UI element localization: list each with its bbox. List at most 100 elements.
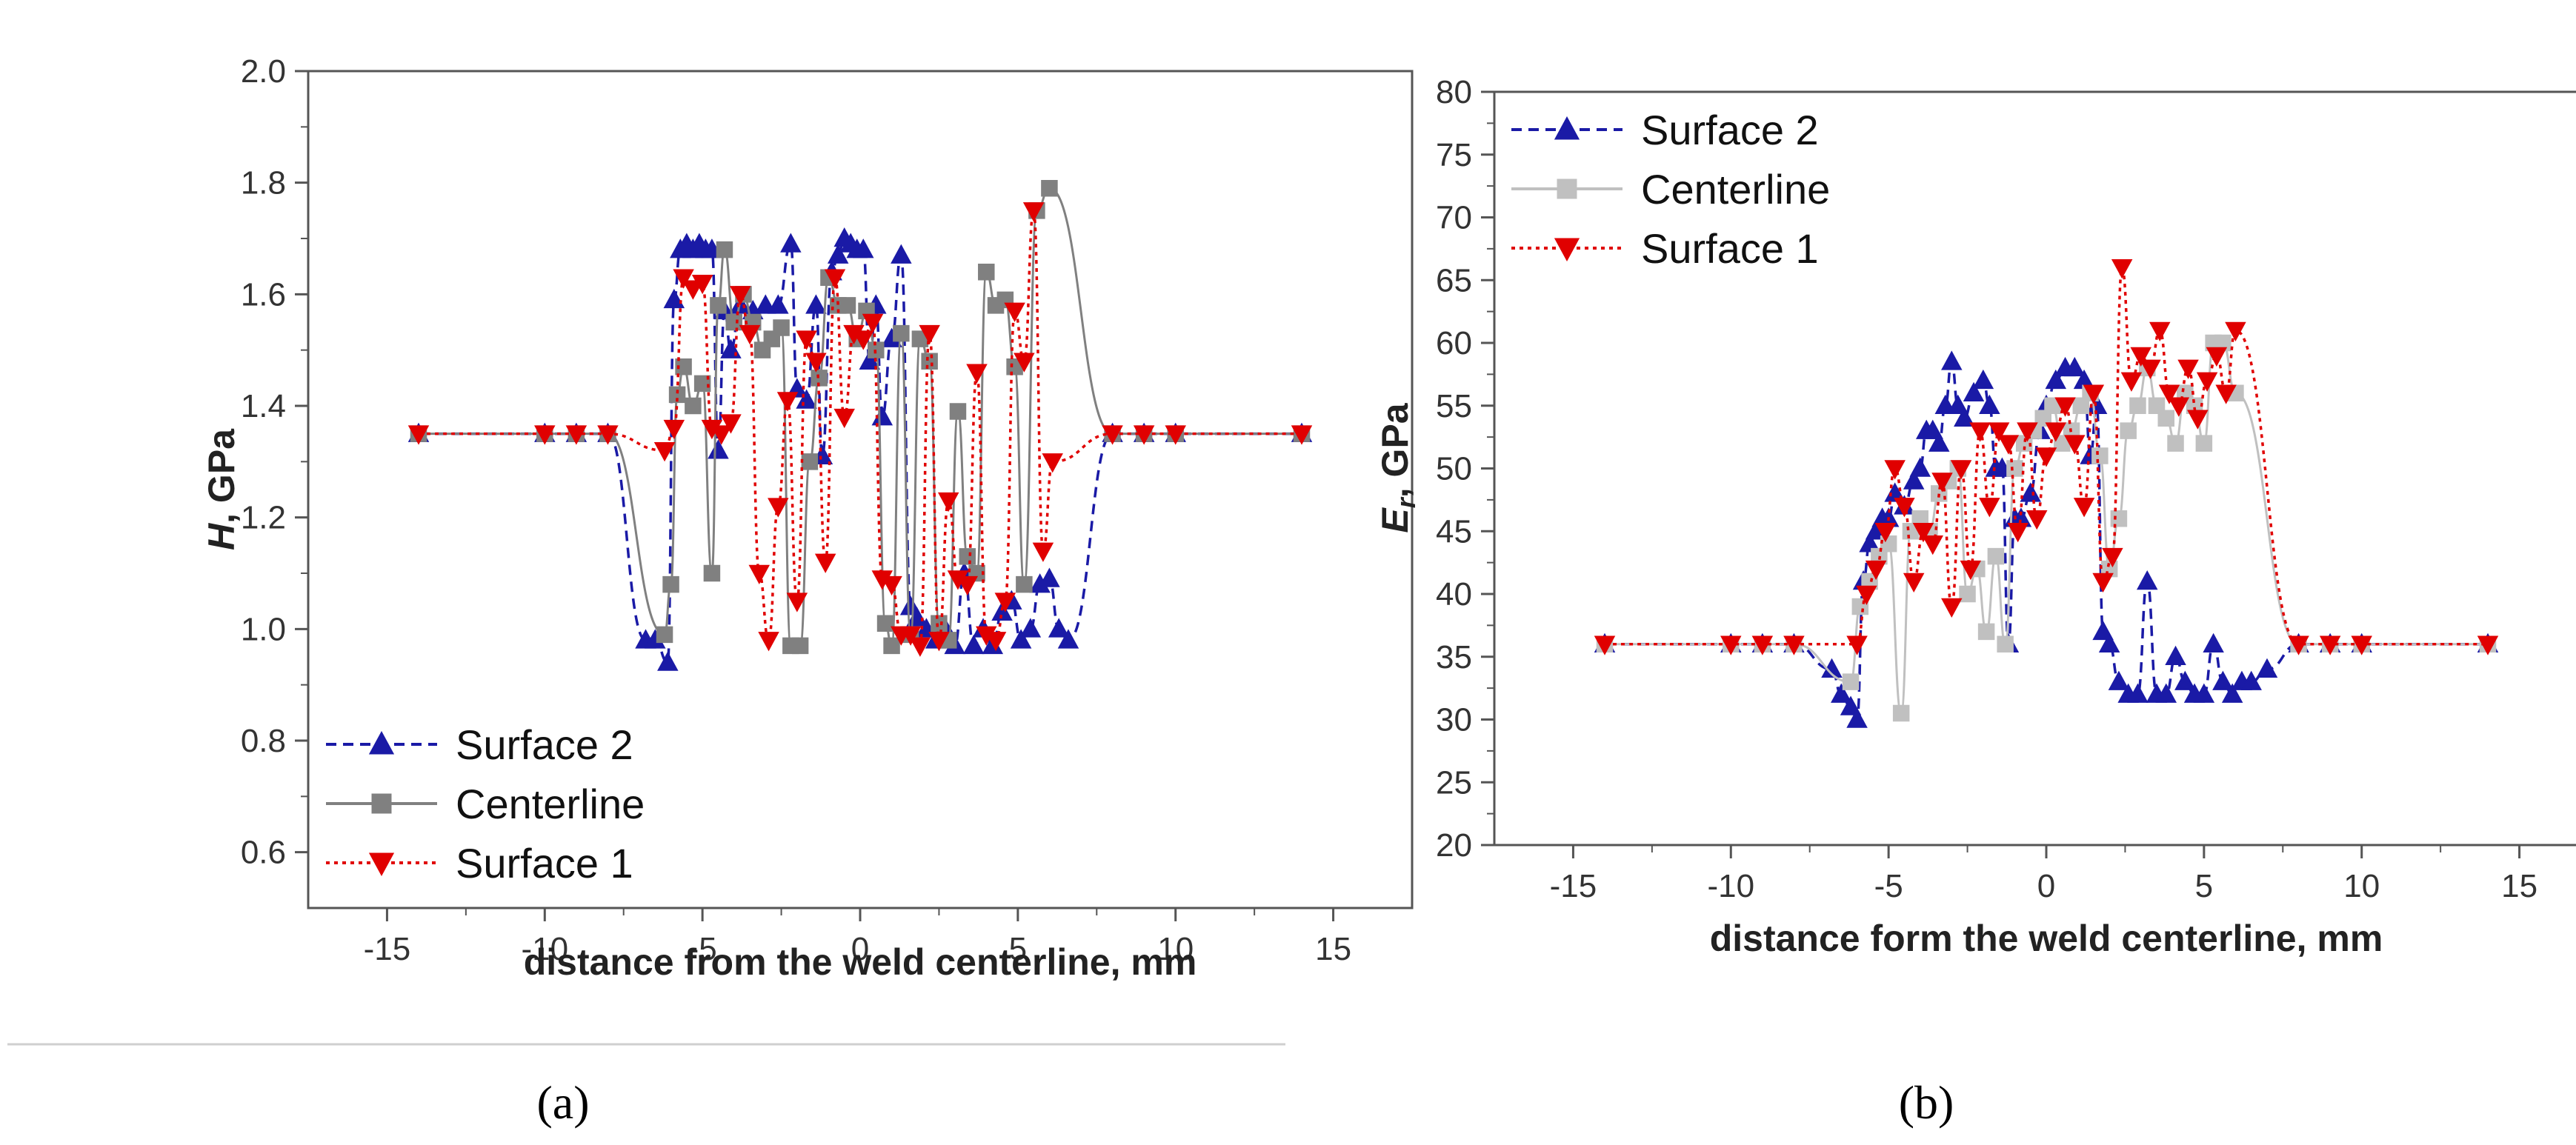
data-point-surface-2 [780,233,802,253]
data-point-surface-1 [937,492,959,513]
data-point-surface-1 [1594,635,1616,655]
data-point-surface-2 [1941,350,1963,370]
data-point-surface-2 [1859,533,1880,553]
x-tick-label-a: -15 [364,931,411,967]
x-tick-label-b: -5 [1874,868,1903,904]
data-point-surface-2 [871,406,893,426]
data-point-surface-1 [2288,635,2309,655]
y-tick-label-b: 25 [1436,764,1472,801]
data-point-surface-1 [407,425,430,445]
data-point-surface-1 [919,324,940,345]
legend-label: Centerline [456,781,645,827]
legend-label: Centerline [1641,166,1830,213]
data-point-surface-1 [653,442,676,462]
data-point-surface-2 [2212,670,2234,690]
data-point-centerline [959,548,976,565]
data-point-surface-2 [663,288,685,309]
chart-panel-b: -15 -10 -5 0 5 10 15 20 25 30 35 40 45 50 55 60 65 70 75 8… [1374,74,2576,959]
x-tick-label-b: 0 [2037,868,2055,904]
data-point-surface-1 [1912,523,1934,543]
y-axis-title-symbol-a: H [201,523,242,550]
data-point-surface-2 [2108,670,2130,690]
data-point-centerline [716,241,733,258]
data-point-centerline [2167,435,2184,452]
data-point-surface-1 [1941,598,1963,618]
x-axis-b: -15 -10 -5 0 5 10 15 [1550,845,2537,904]
x-tick-label-a: 15 [1315,931,1351,967]
data-point-surface-2 [2174,670,2196,690]
data-point-surface-1 [1856,585,1877,605]
data-point-surface-1 [1133,425,1155,445]
data-point-surface-1 [1950,460,1972,480]
data-point-centerline [2157,410,2175,427]
data-point-centerline [1902,523,1920,540]
data-point-surface-2 [853,238,874,258]
x-tick-label-a: -5 [688,931,717,967]
panel-label-b: (b) [1899,1076,1954,1129]
y-tick-label-b: 75 [1436,137,1472,173]
data-point-surface-1 [1997,435,2020,455]
data-point-surface-1 [2054,397,2076,417]
legend-marker-surface-2 [1554,116,1580,140]
data-point-surface-2 [2221,683,2243,703]
data-point-surface-1 [956,575,978,596]
y-tick-label-b: 30 [1436,702,1472,738]
data-point-centerline [710,297,727,314]
data-point-surface-1 [2225,321,2246,342]
data-point-surface-1 [2073,498,2095,518]
data-point-centerline [2214,334,2231,352]
legend-marker-centerline [1557,178,1577,199]
data-point-surface-2 [645,629,666,649]
x-axis-a: -15 -10 -5 0 5 10 15 [364,908,1351,967]
series-layer-a [407,179,1313,671]
data-point-centerline [876,615,894,632]
data-point-surface-1 [2206,347,2228,367]
data-point-surface-1 [1884,460,1906,480]
data-point-surface-2 [2136,570,2158,590]
data-point-centerline [2006,460,2023,477]
y-tick-label-b: 20 [1436,827,1472,864]
data-point-surface-2 [768,294,789,314]
chart-panel-a: -15 -10 -5 0 5 10 15 0.60.81.01.21.41.61.82.0 … [201,53,1414,983]
y-tick-label-b: 35 [1436,639,1472,675]
data-point-centerline [1880,535,1897,553]
data-point-centerline [2034,410,2051,427]
data-point-centerline [791,637,809,655]
data-point-centerline [2186,397,2203,414]
data-point-surface-2 [2203,632,2224,653]
y-axis-title-symbol-b: E [1374,507,1416,533]
data-point-surface-1 [768,498,789,518]
legend-b: Surface 2 Centerline Surface 1 [1511,107,1830,272]
y-axis-b: 20 25 30 35 40 45 50 55 60 65 70 75 80 [1436,74,1494,864]
data-point-surface-1 [534,425,556,445]
data-point-surface-1 [2351,635,2372,655]
data-point-surface-1 [1165,425,1186,445]
data-point-surface-1 [1102,425,1123,445]
data-point-centerline [2054,435,2071,452]
x-tick-label-a: 10 [1157,931,1194,967]
data-point-surface-2 [2010,507,2032,527]
data-point-centerline [2195,435,2213,452]
data-point-surface-2 [1039,567,1060,587]
data-point-surface-2 [859,350,881,370]
data-point-surface-2 [891,244,912,264]
y-tick-label-b: 45 [1436,513,1472,550]
x-tick-label-b: 10 [2343,868,2380,904]
data-point-surface-1 [1783,635,1805,655]
data-point-surface-1 [871,570,893,590]
data-point-surface-1 [1988,422,2010,442]
data-point-centerline [693,375,711,393]
data-point-surface-2 [1928,432,1950,452]
data-point-surface-2 [1821,658,1843,678]
data-point-centerline [725,313,742,331]
y-tick-label-b: 50 [1436,451,1472,487]
data-point-surface-1 [2017,422,2038,442]
data-point-centerline [949,403,967,420]
legend-a: Surface 2 Centerline Surface 1 [326,721,645,887]
data-point-centerline [839,297,856,314]
x-tick-label-a: 0 [851,931,869,967]
data-point-surface-1 [739,324,761,345]
data-point-surface-2 [2193,683,2215,703]
data-point-centerline [2044,397,2061,414]
